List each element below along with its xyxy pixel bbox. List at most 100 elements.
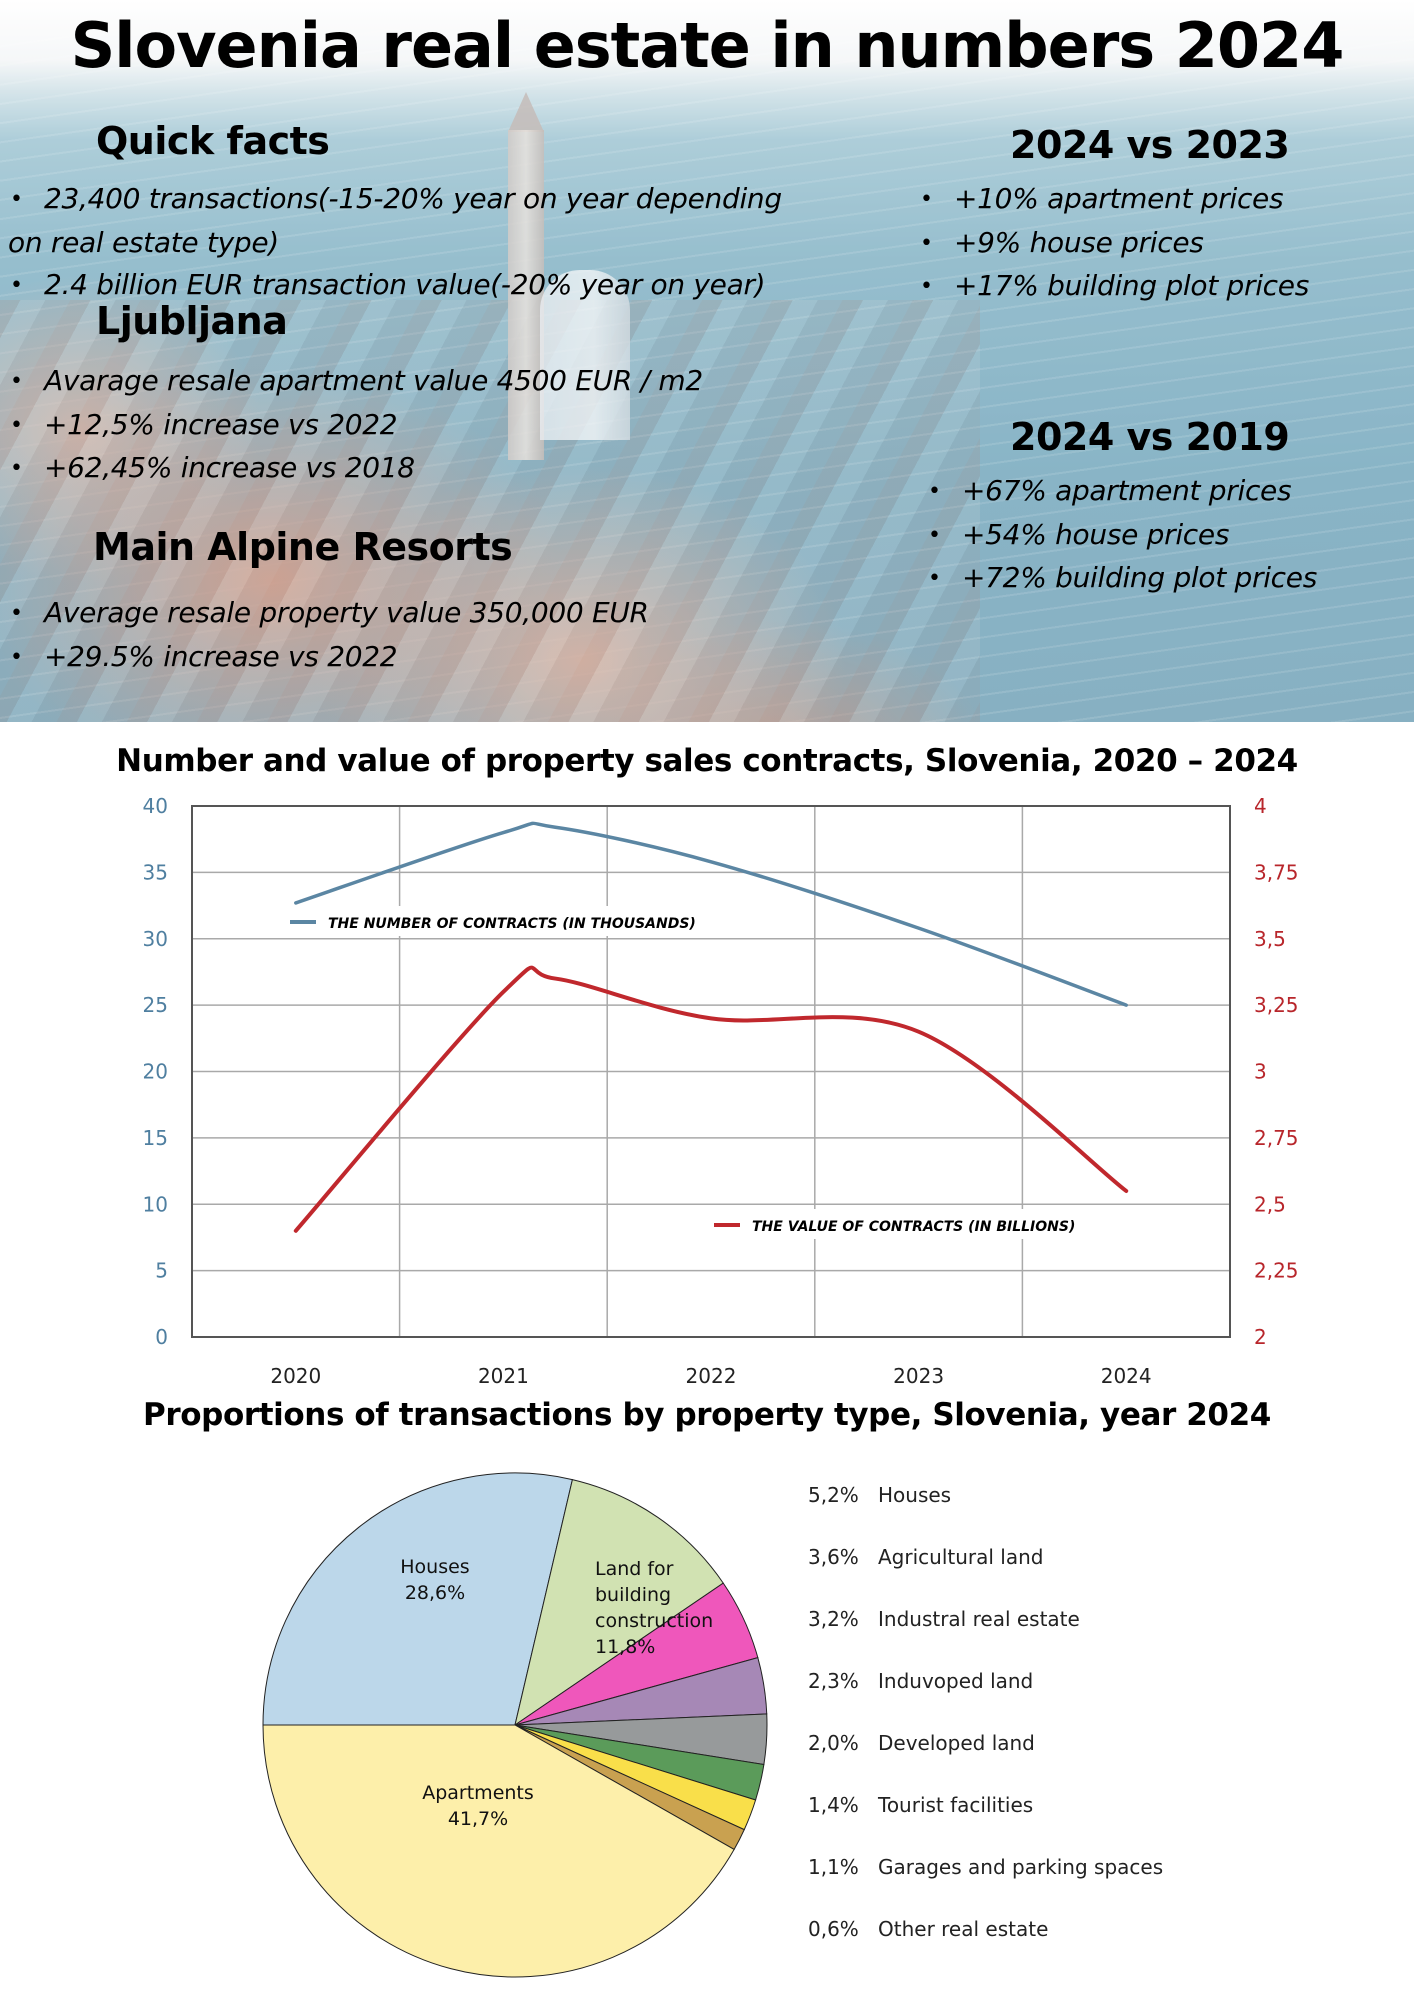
list-item: • +10% apartment prices	[910, 178, 1309, 222]
legend-percentage: 3,6%	[808, 1545, 859, 1569]
pie-slice-label-line: 11,8%	[595, 1636, 655, 1658]
list-item: • +54% house prices	[918, 514, 1317, 558]
pie-slice	[514, 1479, 724, 1727]
right-axis-tick-label: 3	[1254, 1060, 1267, 1084]
bullet-icon: •	[928, 479, 941, 504]
right-axis-tick-label: 3,25	[1254, 993, 1299, 1017]
list-item: • +29.5% increase vs 2022	[0, 636, 649, 680]
page-title: Slovenia real estate in numbers 2024	[70, 9, 1345, 82]
left-axis-tick-label: 10	[143, 1192, 168, 1216]
legend-percentage: 5,2%	[808, 1483, 859, 1507]
bullet-icon: •	[10, 187, 23, 212]
church-building	[540, 270, 630, 440]
legend-label: Agricultural land	[878, 1545, 1044, 1569]
old-town-image	[0, 200, 990, 722]
pie-chart-title: Proportions of transactions by property …	[143, 1397, 1271, 1433]
left-axis-tick-label: 5	[155, 1259, 168, 1283]
bell-tower-spire	[508, 92, 544, 132]
bullet-icon: •	[928, 522, 941, 548]
list-item: • +17% building plot prices	[910, 265, 1309, 309]
line-chart-title: Number and value of property sales contr…	[116, 743, 1298, 779]
legend-label: Induvoped land	[878, 1669, 1034, 1693]
legend-item: 3,2% Industral real estate	[808, 1607, 1163, 1669]
left-axis-tick-label: 40	[143, 794, 168, 818]
pie-slice-label: Land for building construction 11,8%	[595, 1558, 713, 1658]
right-axis-tick-label: 2	[1254, 1325, 1267, 1349]
plot-frame	[191, 805, 1231, 1338]
legend-item: 0,6% Other real estate	[808, 1917, 1163, 1979]
right-axis-tick-label: 3,5	[1254, 927, 1286, 951]
line-chart: 0 5 10 15 20 25 30 35 40 2 2,25 2,5 2,75 3 3,25 3,5 3,75…	[143, 794, 1299, 1388]
pie-slice-label-line: building	[595, 1584, 671, 1606]
legend-item: 5,2% Houses	[808, 1483, 1163, 1545]
list-item-continuation: on real estate type)	[8, 225, 279, 259]
number-of-contracts-line	[294, 821, 1128, 1007]
right-axis-tick-label: 4	[1254, 794, 1267, 818]
x-axis-tick-label: 2020	[270, 1364, 321, 1388]
vs-2019-list: • +67% apartment prices • +54% house price…	[918, 470, 1317, 601]
legend-item: 3,6% Agricultural land	[808, 1545, 1163, 1607]
bullet-icon: •	[920, 230, 933, 256]
legend-label: Developed land	[878, 1731, 1035, 1755]
bullet-icon: •	[10, 273, 23, 298]
pie-slice-label: Apartments 41,7%	[422, 1782, 534, 1830]
right-axis-tick-label: 3,75	[1254, 860, 1299, 884]
bullet-icon: •	[10, 412, 23, 438]
pie-slice-label-line: construction	[595, 1610, 713, 1632]
quick-facts-list: • 23,400 transactions(-15-20% year on yea…	[0, 178, 870, 308]
alpine-resorts-list: • Average resale property value 350,000 E…	[0, 592, 649, 679]
legend-label-number: THE NUMBER OF CONTRACTS (IN THOUSANDS)	[328, 916, 696, 932]
legend-label: Garages and parking spaces	[878, 1855, 1164, 1879]
left-axis-tick-label: 20	[143, 1060, 168, 1084]
x-axis-tick-label: 2023	[893, 1364, 944, 1388]
x-axis-tick-label: 2021	[478, 1364, 529, 1388]
vs-2023-list: • +10% apartment prices • +9% house prices…	[910, 178, 1309, 309]
legend-box-value	[710, 1209, 1110, 1239]
list-item: • +12,5% increase vs 2022	[0, 404, 703, 448]
x-axis-tick-label: 2024	[1101, 1364, 1152, 1388]
roofs-texture	[0, 300, 980, 722]
right-axis-tick-label: 2,5	[1254, 1192, 1286, 1216]
legend-label-value: THE VALUE OF CONTRACTS (IN BILLIONS)	[752, 1219, 1075, 1235]
bullet-icon: •	[920, 274, 933, 299]
bell-tower	[508, 130, 544, 460]
pie-slice-label-line: Houses	[400, 1556, 469, 1578]
value-of-contracts-line	[293, 965, 1129, 1233]
bullet-icon: •	[920, 187, 933, 212]
legend-percentage: 2,0%	[808, 1731, 859, 1755]
legend-item: 1,1% Garages and parking spaces	[808, 1855, 1163, 1917]
legend-percentage: 2,3%	[808, 1669, 859, 1693]
left-axis-tick-label: 15	[143, 1126, 168, 1150]
pie-slice	[262, 1724, 735, 1978]
pie-slice-label-line: 41,7%	[448, 1808, 508, 1830]
bullet-icon: •	[928, 566, 941, 591]
list-item: • 23,400 transactions(-15-20% year on yea…	[0, 178, 870, 222]
pie-slice	[262, 1472, 574, 1726]
bullet-icon: •	[10, 644, 23, 670]
legend-label: Other real estate	[878, 1917, 1049, 1941]
legend-percentage: 1,4%	[808, 1793, 859, 1817]
right-axis-tick-label: 2,25	[1254, 1259, 1299, 1283]
bullet-icon: •	[10, 369, 23, 394]
legend-label: Houses	[878, 1483, 952, 1507]
image-overlay	[0, 0, 1414, 722]
pie-slice-label-line: 28,6%	[405, 1582, 465, 1604]
pie-slice-label-line: Land for	[595, 1558, 674, 1580]
legend-label: Tourist facilities	[878, 1793, 1034, 1817]
list-item: • Average resale property value 350,000 E…	[0, 592, 649, 636]
bullet-icon: •	[10, 456, 23, 481]
list-item: • Avarage resale apartment value 4500 EUR…	[0, 360, 703, 404]
legend-percentage: 0,6%	[808, 1917, 859, 1941]
hero-background-photo	[0, 0, 1414, 722]
legend-percentage: 1,1%	[808, 1855, 859, 1879]
legend-item: 1,4% Tourist facilities	[808, 1793, 1163, 1855]
left-axis-tick-label: 25	[143, 993, 168, 1017]
legend-box-number	[286, 906, 716, 936]
vs-2023-heading: 2024 vs 2023	[1010, 123, 1290, 167]
x-axis-tick-label: 2022	[686, 1364, 737, 1388]
list-item: • +62,45% increase vs 2018	[0, 447, 703, 491]
list-item: • 2.4 billion EUR transaction value(-20% …	[0, 264, 870, 308]
legend-label: Industral real estate	[878, 1607, 1080, 1631]
pie-chart: Houses 28,6% Land for building construction 1…	[262, 1472, 768, 1978]
left-axis-tick-label: 30	[143, 927, 168, 951]
